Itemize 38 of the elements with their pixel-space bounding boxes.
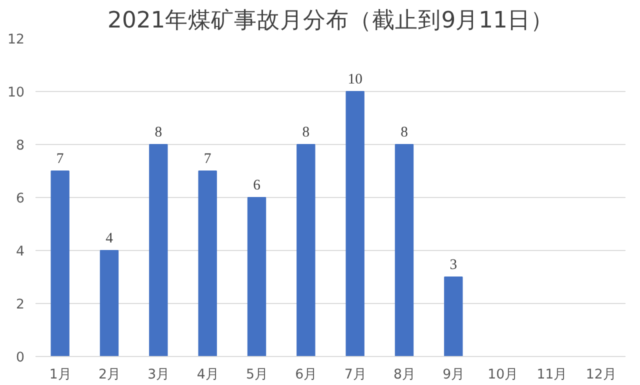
data-label: 7	[56, 151, 64, 167]
y-tick-label: 4	[16, 244, 25, 260]
x-tick-label: 5月	[246, 368, 268, 382]
x-tick-label: 6月	[295, 368, 317, 382]
bar	[50, 170, 70, 356]
data-label: 8	[400, 124, 408, 140]
bar	[198, 170, 217, 356]
bar	[444, 276, 463, 356]
x-tick-label: 12月	[586, 368, 616, 382]
data-label: 10	[348, 72, 362, 88]
bar	[394, 144, 414, 356]
y-tick-label: 6	[16, 192, 25, 206]
chart-title: 2021年煤矿事故月分布（截止到9月11日）	[108, 8, 554, 34]
data-label: 8	[302, 124, 310, 140]
bar	[296, 144, 316, 356]
data-label: 6	[253, 178, 260, 194]
bar	[100, 250, 119, 356]
y-tick-label: 2	[16, 298, 25, 312]
bar	[346, 91, 364, 356]
data-label: 7	[204, 151, 212, 167]
x-tick-label: 3月	[148, 368, 170, 382]
y-tick-label: 0	[16, 350, 25, 366]
x-tick-label: 1月	[49, 368, 71, 382]
data-label: 4	[106, 230, 114, 246]
y-tick-label: 8	[16, 138, 25, 154]
bar	[247, 197, 266, 356]
x-tick-label: 8月	[394, 368, 415, 382]
x-tick-label: 2月	[98, 368, 120, 382]
data-label: 3	[450, 257, 458, 273]
data-label: 8	[154, 124, 162, 140]
x-tick-label: 9月	[442, 368, 464, 382]
x-tick-label: 10月	[488, 368, 518, 382]
x-tick-label: 4月	[196, 368, 218, 382]
x-tick-label: 11月	[536, 368, 567, 382]
y-tick-label: 10	[8, 86, 25, 100]
x-tick-label: 7月	[344, 368, 366, 382]
bar	[149, 144, 168, 356]
y-tick-label: 12	[8, 32, 25, 48]
